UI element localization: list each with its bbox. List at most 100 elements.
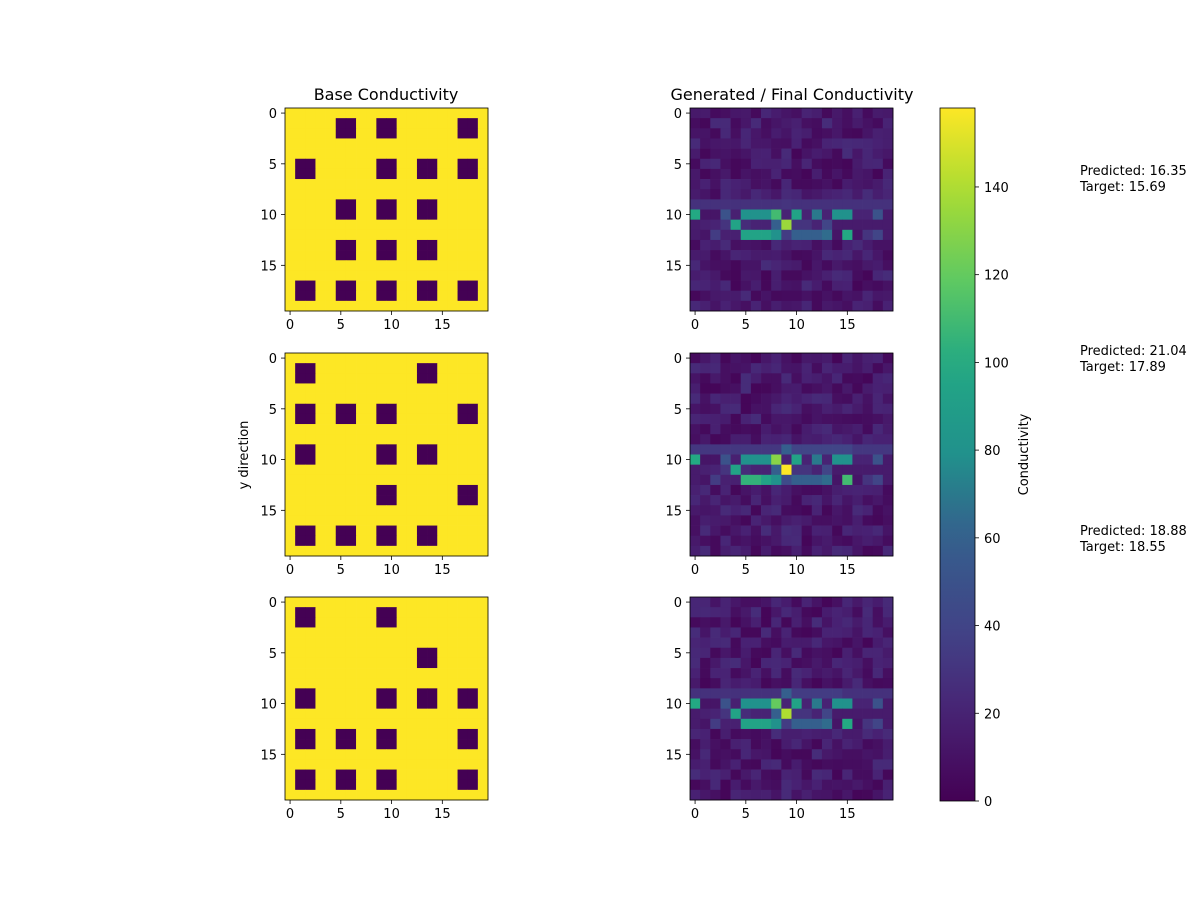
heatmap-cell <box>852 270 863 281</box>
heatmap-cell <box>852 138 863 149</box>
heatmap-cell <box>801 239 813 251</box>
heatmap-cell <box>416 189 428 200</box>
heatmap-cell <box>811 525 823 537</box>
heatmap-cell <box>811 454 823 465</box>
heatmap-cell <box>325 179 337 190</box>
heatmap-cell <box>285 698 296 709</box>
heatmap-cell <box>761 373 772 384</box>
heatmap-cell <box>862 148 874 160</box>
heatmap-cell <box>852 515 863 526</box>
heatmap-cell <box>710 239 721 251</box>
heatmap-cell <box>457 138 469 149</box>
heatmap-cell <box>315 627 326 638</box>
heatmap-cell <box>720 728 731 740</box>
heatmap-cell <box>740 647 752 659</box>
heatmap-cell <box>740 627 752 638</box>
heatmap-cell <box>437 597 448 608</box>
heatmap-cell <box>315 434 326 445</box>
heatmap-cell <box>437 749 448 760</box>
heatmap-cell <box>305 108 316 119</box>
heatmap-cell <box>305 118 316 129</box>
heatmap-cell <box>791 393 802 405</box>
heatmap-cell <box>457 444 469 455</box>
heatmap-cell <box>437 474 448 486</box>
heatmap-cell <box>325 759 337 770</box>
heatmap-cell <box>740 779 752 791</box>
heatmap-cell <box>882 403 894 415</box>
heatmap-cell <box>750 290 762 302</box>
heatmap-cell <box>345 678 357 689</box>
heatmap-cell <box>750 688 762 699</box>
heatmap-cell <box>416 759 428 770</box>
heatmap-cell <box>832 474 843 486</box>
heatmap-cell <box>335 779 347 791</box>
x-tick-label: 5 <box>337 807 345 822</box>
heatmap-cell <box>376 627 387 638</box>
heatmap-cell <box>750 657 762 669</box>
heatmap-cell <box>406 373 418 384</box>
heatmap-cell <box>862 789 874 801</box>
heatmap-cell <box>356 209 367 220</box>
x-tick-label: 0 <box>691 807 699 822</box>
heatmap-cell <box>832 179 843 190</box>
heatmap-cell <box>842 678 853 689</box>
heatmap-cell <box>376 250 387 261</box>
heatmap-cell <box>761 168 772 180</box>
heatmap-cell <box>791 688 802 699</box>
heatmap-cell <box>427 290 438 302</box>
heatmap-cell <box>366 189 377 200</box>
heatmap-cell <box>325 239 337 251</box>
heatmap-cell <box>791 199 802 210</box>
heatmap-cell <box>305 698 316 709</box>
heatmap-cell <box>882 495 894 506</box>
heatmap-cell <box>467 454 479 465</box>
heatmap-cell <box>406 607 418 618</box>
heatmap-cell <box>700 138 711 149</box>
heatmap-cell <box>690 148 701 160</box>
heatmap-cell <box>335 464 347 476</box>
heatmap-cell <box>386 708 397 720</box>
heatmap-cell <box>811 260 823 271</box>
heatmap-cell <box>862 128 874 139</box>
heatmap-cell <box>862 678 874 689</box>
heatmap-cell <box>740 168 752 180</box>
heatmap-cell <box>801 413 813 425</box>
heatmap-cell <box>791 484 802 496</box>
heatmap-cell <box>852 424 863 435</box>
heatmap-cell <box>335 668 347 679</box>
heatmap-cell <box>295 250 306 261</box>
heatmap-cell <box>700 525 711 537</box>
heatmap-cell <box>315 495 326 506</box>
heatmap-cell <box>832 403 843 415</box>
heatmap-cell <box>457 739 469 750</box>
heatmap-cell <box>366 454 377 465</box>
heatmap-cell <box>325 484 337 496</box>
heatmap-cell <box>427 280 438 292</box>
heatmap-cell <box>386 637 397 649</box>
heatmap-cell <box>406 484 418 496</box>
heatmap-cell <box>386 444 397 455</box>
heatmap-cell <box>386 118 397 129</box>
heatmap-cell <box>376 229 387 241</box>
heatmap-cell <box>356 597 367 608</box>
heatmap-cell <box>345 759 357 770</box>
heatmap-cell <box>730 179 742 190</box>
heatmap-cell <box>285 637 296 649</box>
heatmap-cell <box>477 739 489 750</box>
heatmap-cell <box>406 535 418 547</box>
heatmap-cell <box>356 474 367 486</box>
heatmap-cell <box>811 424 823 435</box>
heatmap-cell <box>690 424 701 435</box>
heatmap-cell <box>852 789 863 801</box>
heatmap-cell <box>325 434 337 445</box>
heatmap-cell <box>285 657 296 669</box>
heatmap-cell <box>285 718 296 730</box>
heatmap-cell <box>811 515 823 526</box>
heatmap-cell <box>801 698 813 709</box>
heatmap-cell <box>801 189 813 200</box>
heatmap-cell <box>406 209 418 220</box>
heatmap-cell <box>467 209 479 220</box>
heatmap-cell <box>750 413 762 425</box>
heatmap-cell <box>720 484 731 496</box>
heatmap-cell <box>771 454 782 465</box>
